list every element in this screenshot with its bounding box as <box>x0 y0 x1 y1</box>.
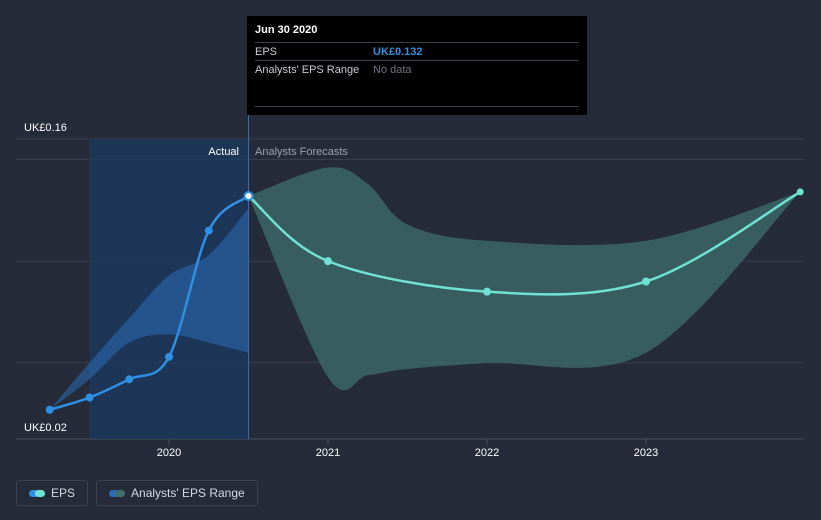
y-axis-label-bottom: UK£0.02 <box>24 422 67 434</box>
eps-actual-point <box>204 226 213 235</box>
eps-highlight-point <box>243 191 254 201</box>
range-area-forecast <box>248 167 801 391</box>
range-swatch-icon <box>109 489 126 497</box>
tooltip-eps-row: EPS UK£0.132 <box>255 42 579 60</box>
tooltip-divider <box>255 106 579 107</box>
eps-actual-point <box>45 405 54 414</box>
y-axis-label-top: UK£0.16 <box>24 122 67 134</box>
x-tick-label: 2022 <box>475 447 499 459</box>
tooltip-date: Jun 30 2020 <box>255 24 318 36</box>
tooltip-range-label: Analysts' EPS Range <box>255 63 360 76</box>
data-tooltip: Jun 30 2020 EPS UK£0.132 Analysts' EPS R… <box>247 16 587 115</box>
eps-forecast-point <box>642 277 650 286</box>
x-tick-label: 2023 <box>634 447 658 459</box>
tooltip-eps-value: UK£0.132 <box>373 45 423 58</box>
eps-forecast-endpoint <box>796 188 804 196</box>
eps-forecast-point <box>483 287 491 296</box>
eps-swatch-icon <box>29 489 45 497</box>
actual-label: Actual <box>208 146 239 158</box>
x-tick-label: 2020 <box>157 447 181 459</box>
tooltip-eps-label: EPS <box>255 45 278 58</box>
tooltip-range-row: Analysts' EPS Range No data <box>255 60 579 78</box>
legend-eps[interactable]: EPS <box>16 480 89 506</box>
legend: EPS Analysts' EPS Range <box>16 480 258 508</box>
tooltip-range-value: No data <box>373 63 412 76</box>
eps-actual-point <box>125 375 134 384</box>
eps-actual-point <box>165 352 173 361</box>
eps-actual-point <box>85 393 94 402</box>
legend-range-label: Analysts' EPS Range <box>131 486 245 500</box>
x-tick-label: 2021 <box>316 447 340 459</box>
eps-line-forecast <box>247 190 801 296</box>
range-area-actual <box>49 208 249 410</box>
legend-eps-label: EPS <box>51 486 76 500</box>
forecast-label: Analysts Forecasts <box>255 146 348 158</box>
eps-forecast-point <box>324 257 332 266</box>
legend-range[interactable]: Analysts' EPS Range <box>96 480 258 506</box>
